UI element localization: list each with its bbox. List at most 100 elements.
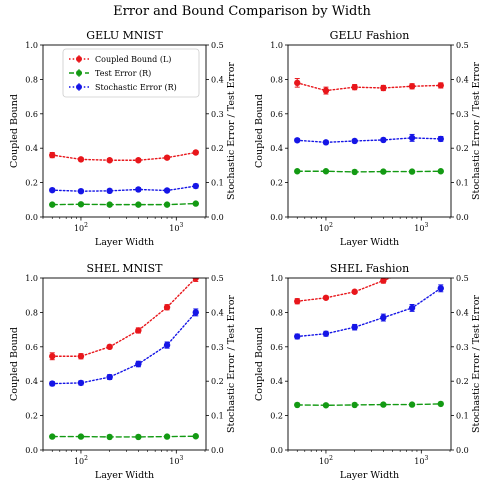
legend-label: Coupled Bound (L) [95, 55, 171, 64]
y-right-tick-label: 0.3 [211, 343, 224, 352]
data-point [294, 79, 301, 87]
data-point [135, 157, 142, 164]
x-axis-label: Layer Width [340, 237, 399, 248]
data-point [163, 187, 171, 194]
y-right-tick-label: 0.5 [211, 274, 224, 283]
legend-marker [76, 70, 82, 76]
panel-title: SHEL Fashion [330, 262, 409, 275]
series-line-stochastic-error-r [296, 137, 442, 144]
data-point [437, 82, 444, 89]
y-right-tick-label: 0.2 [211, 377, 224, 386]
y-left-tick-label: 0.4 [270, 144, 283, 153]
data-point [163, 341, 171, 349]
series-line-stochastic-error-r [296, 287, 442, 338]
data-point [192, 278, 199, 282]
data-point [135, 201, 142, 208]
x-tick-label: 102 [319, 455, 333, 466]
data-point [294, 333, 301, 340]
y-right-axis-label: Stochastic Error / Test Error [226, 62, 237, 200]
y-left-tick-label: 0.6 [25, 343, 38, 352]
data-point [294, 168, 301, 175]
y-right-tick-label: 0.2 [456, 377, 469, 386]
data-point [49, 353, 56, 360]
data-point [106, 187, 113, 195]
x-axis-label: Layer Width [95, 470, 154, 481]
data-point [380, 84, 387, 92]
y-right-tick-label: 0.3 [456, 110, 469, 119]
plot-frame [287, 44, 452, 218]
series-layer [49, 278, 199, 441]
data-point [351, 137, 358, 145]
series-coupled-bound-l [294, 278, 392, 305]
plot-frame [42, 277, 207, 451]
data-point [408, 83, 416, 90]
y-right-tick-label: 0.4 [456, 75, 469, 84]
y-left-tick-label: 0.8 [270, 308, 283, 317]
y-left-axis-label: Coupled Bound [254, 327, 265, 401]
y-left-tick-label: 0.6 [270, 110, 283, 119]
data-point [351, 401, 358, 409]
y-right-tick-label: 0.1 [456, 179, 469, 188]
series-coupled-bound-l [49, 278, 199, 361]
data-point [322, 330, 330, 337]
data-point [380, 401, 387, 408]
data-point [294, 401, 301, 409]
y-left-tick-label: 0.0 [25, 446, 38, 455]
data-point [192, 433, 199, 440]
legend-marker [76, 84, 82, 90]
y-left-tick-label: 0.4 [25, 144, 38, 153]
series-stochastic-error-r [294, 284, 444, 340]
data-point [322, 402, 330, 409]
x-axis-label: Layer Width [340, 470, 399, 481]
data-point [135, 360, 142, 368]
y-right-tick-label: 0.2 [211, 144, 224, 153]
data-point [77, 188, 85, 195]
data-point [351, 288, 358, 295]
y-right-tick-label: 0.0 [456, 213, 469, 222]
y-right-tick-label: 0.4 [211, 308, 224, 317]
series-coupled-bound-l [294, 78, 444, 95]
series-test-error-r [49, 200, 199, 208]
y-left-tick-label: 0.8 [25, 308, 38, 317]
panel-title: GELU MNIST [86, 29, 163, 42]
data-point [437, 135, 444, 143]
series-test-error-r [294, 400, 444, 409]
data-point [77, 379, 85, 387]
series-stochastic-error-r [294, 133, 444, 146]
series-line-coupled-bound-l [51, 151, 197, 161]
series-layer [294, 278, 444, 409]
data-point [408, 168, 416, 175]
data-point [49, 201, 56, 208]
y-right-tick-label: 0.1 [211, 179, 224, 188]
data-point [163, 201, 171, 208]
y-left-tick-label: 0.8 [270, 75, 283, 84]
legend-label: Test Error (R) [95, 69, 151, 78]
x-axis-label: Layer Width [95, 237, 154, 248]
y-left-axis-label: Coupled Bound [254, 94, 265, 168]
y-left-tick-label: 1.0 [25, 274, 38, 283]
y-right-tick-label: 0.0 [211, 446, 224, 455]
data-point [49, 433, 56, 440]
data-point [322, 139, 330, 146]
y-right-tick-label: 0.0 [211, 213, 224, 222]
y-right-tick-label: 0.0 [456, 446, 469, 455]
panel-gelu-fashion: GELU Fashion 0.0 0.2 0.4 0.6 0.8 1.0 0.0 0.1 0.2 0… [254, 29, 482, 248]
data-point [163, 304, 171, 311]
y-right-tick-label: 0.5 [211, 41, 224, 50]
y-left-tick-label: 0.0 [270, 446, 283, 455]
data-point [192, 309, 199, 316]
data-point [408, 304, 416, 312]
series-test-error-r [49, 433, 199, 441]
y-right-tick-label: 0.4 [211, 75, 224, 84]
y-left-tick-label: 0.2 [25, 179, 38, 188]
panel-gelu-mnist: GELU MNIST 0.0 0.2 0.4 0.6 0.8 1.0 0.0 0.1 0.2 0.3… [9, 29, 237, 248]
y-right-tick-label: 0.1 [456, 412, 469, 421]
x-tick-label: 103 [414, 455, 428, 466]
y-left-tick-label: 0.4 [25, 377, 38, 386]
panel-title: GELU Fashion [330, 29, 410, 42]
y-right-tick-label: 0.1 [211, 412, 224, 421]
data-point [380, 136, 387, 144]
data-point [192, 182, 199, 190]
series-layer [49, 149, 199, 208]
y-right-tick-label: 0.3 [456, 343, 469, 352]
